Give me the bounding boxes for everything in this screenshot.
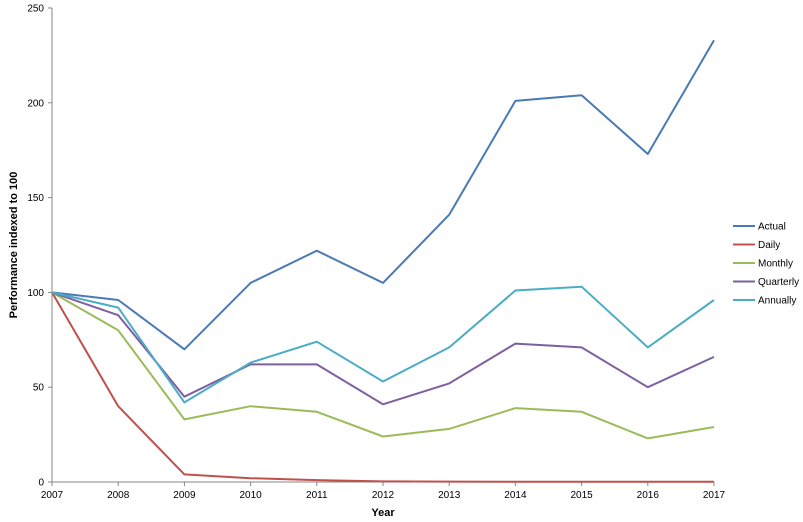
y-tick-label: 250 (27, 4, 44, 15)
legend: Actual Daily Monthly Quarterly Annually (733, 222, 799, 307)
y-axis-title: Performance indexed to 100 (8, 172, 20, 319)
x-tick-label: 2011 (306, 490, 328, 501)
legend-label-monthly: Monthly (758, 259, 793, 270)
legend-label-actual: Actual (758, 222, 786, 233)
x-tick-label: 2016 (637, 490, 660, 501)
y-tick-label: 200 (27, 98, 44, 109)
series-line-quarterly (51, 291, 715, 406)
x-tick-label: 2009 (173, 490, 196, 501)
series-line-actual (51, 39, 715, 351)
y-tick-label: 0 (38, 478, 44, 489)
y-tick-label: 100 (27, 288, 44, 299)
x-ticks: 2007 2008 2009 2010 2011 2012 2013 2014 2015 2016… (41, 482, 726, 501)
x-axis: 2007 2008 2009 2010 2011 2012 2013 2014 2015 2016… (41, 481, 726, 501)
y-tick-label: 150 (27, 193, 44, 204)
x-tick-label: 2015 (570, 490, 593, 501)
x-tick-label: 2013 (438, 490, 461, 501)
series-line-monthly (51, 291, 715, 440)
y-axis: 0 50 100 150 200 250 (27, 4, 53, 489)
y-tick-label: 50 (33, 383, 45, 394)
x-axis-title: Year (371, 507, 395, 519)
series-lines (51, 39, 715, 483)
series-line-annually (51, 285, 715, 404)
x-tick-label: 2010 (239, 490, 262, 501)
x-tick-label: 2014 (504, 490, 527, 501)
x-tick-label: 2008 (107, 490, 130, 501)
x-tick-label: 2007 (41, 490, 64, 501)
series-line-daily (51, 291, 714, 483)
x-tick-label: 2012 (372, 490, 395, 501)
legend-label-quarterly: Quarterly (758, 277, 799, 288)
legend-label-daily: Daily (758, 240, 780, 251)
x-tick-label: 2017 (703, 490, 726, 501)
y-ticks: 0 50 100 150 200 250 (27, 4, 52, 489)
legend-label-annually: Annually (758, 296, 796, 307)
